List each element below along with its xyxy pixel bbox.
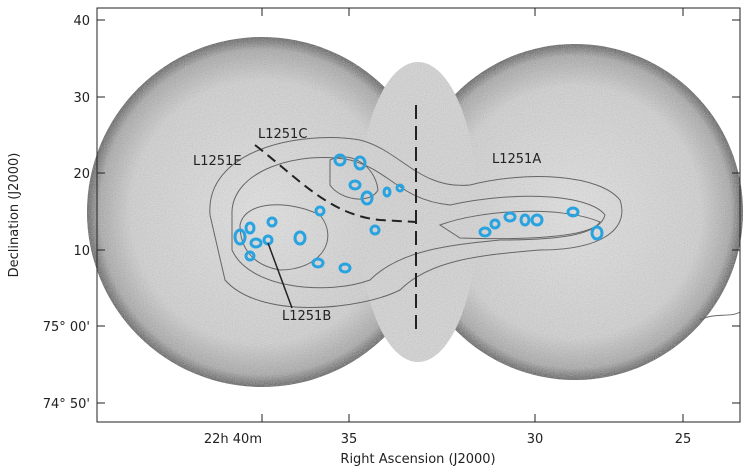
y-tick-label: 74° 50': [43, 397, 90, 412]
contours: [209, 137, 741, 321]
y-axis-label: Declination (J2000): [7, 153, 22, 278]
cores: [233, 153, 604, 274]
region-label: L1251E: [193, 154, 242, 169]
dashed-lines: [254, 105, 417, 330]
plot-frame: [96, 7, 741, 423]
ticks: [97, 8, 740, 422]
y-tick-label: 30: [73, 91, 90, 106]
y-tick-label: 40: [73, 14, 90, 29]
region-label: L1251B: [282, 309, 331, 324]
region-label: L1251A: [492, 152, 541, 167]
map-image: [87, 37, 743, 387]
y-tick-label: 75° 00': [43, 320, 90, 335]
x-axis-label: Right Ascension (J2000): [340, 452, 495, 467]
region-label: L1251C: [258, 127, 307, 142]
x-tick-label: 35: [341, 432, 358, 447]
x-tick-label: 25: [675, 432, 692, 447]
x-tick-label: 30: [527, 432, 544, 447]
y-tick-label: 20: [73, 167, 90, 182]
x-tick-label: 22h 40m: [204, 432, 262, 447]
y-tick-label: 10: [73, 244, 90, 259]
